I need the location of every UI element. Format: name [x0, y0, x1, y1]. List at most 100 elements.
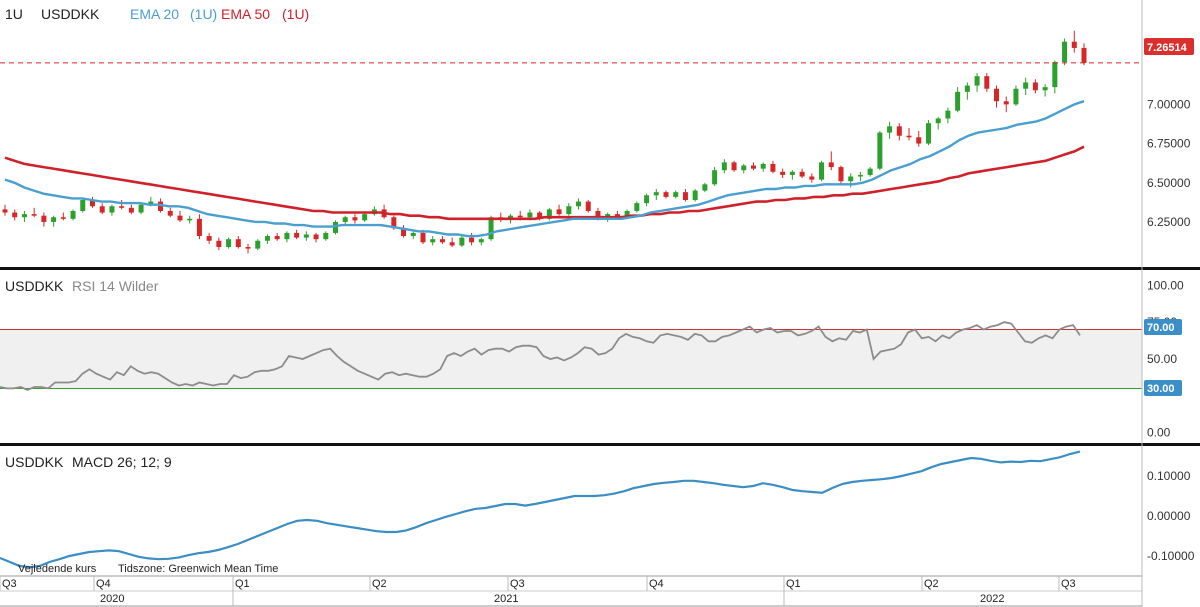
- candle-body[interactable]: [187, 218, 193, 221]
- candle-body[interactable]: [537, 212, 543, 219]
- ema20-legend[interactable]: EMA 20: [130, 6, 179, 22]
- candle-body[interactable]: [527, 212, 533, 218]
- candle-body[interactable]: [410, 232, 416, 237]
- candle-body[interactable]: [760, 163, 766, 169]
- candle-body[interactable]: [391, 217, 397, 229]
- time-axis[interactable]: Q3 Q4 Q1 Q2 Q3 Q4 Q1 Q2 Q3 2020 2021 2022: [0, 0, 1143, 607]
- candle-body[interactable]: [955, 91, 961, 111]
- candle-body[interactable]: [867, 168, 873, 175]
- macd-indicator-label[interactable]: MACD 26; 12; 9: [72, 454, 172, 470]
- candle-body[interactable]: [109, 206, 115, 213]
- candle-body[interactable]: [313, 234, 319, 240]
- candle-body[interactable]: [167, 210, 173, 216]
- candle-body[interactable]: [449, 242, 455, 246]
- candle-body[interactable]: [945, 110, 951, 119]
- candle-body[interactable]: [21, 214, 27, 218]
- candle-body[interactable]: [857, 174, 863, 177]
- candle-body[interactable]: [750, 165, 756, 169]
- candle-body[interactable]: [576, 201, 582, 207]
- candle-body[interactable]: [780, 171, 786, 175]
- candle-body[interactable]: [994, 88, 1000, 102]
- candle-body[interactable]: [177, 215, 183, 221]
- candle-body[interactable]: [964, 85, 970, 92]
- candle-body[interactable]: [303, 234, 309, 238]
- candle-body[interactable]: [333, 221, 339, 233]
- candle-body[interactable]: [89, 200, 95, 207]
- ema50-legend[interactable]: EMA 50: [221, 6, 270, 22]
- candle-body[interactable]: [663, 192, 669, 197]
- candle-body[interactable]: [770, 163, 776, 172]
- candle-body[interactable]: [887, 126, 893, 133]
- candle-body[interactable]: [70, 210, 76, 219]
- candle-body[interactable]: [158, 201, 164, 211]
- candle-body[interactable]: [264, 236, 270, 241]
- candle-body[interactable]: [439, 239, 445, 243]
- candle-body[interactable]: [138, 204, 144, 213]
- candle-body[interactable]: [488, 217, 494, 240]
- candle-body[interactable]: [838, 167, 844, 182]
- candle-body[interactable]: [517, 215, 523, 218]
- candle-body[interactable]: [99, 206, 105, 213]
- candle-body[interactable]: [342, 217, 348, 222]
- candle-body[interactable]: [128, 207, 134, 213]
- candle-body[interactable]: [226, 239, 232, 248]
- candle-body[interactable]: [974, 76, 980, 86]
- candle-body[interactable]: [682, 192, 688, 200]
- candle-body[interactable]: [1081, 47, 1087, 63]
- candle-body[interactable]: [634, 203, 640, 211]
- candle-body[interactable]: [848, 176, 854, 182]
- candle-body[interactable]: [906, 135, 912, 138]
- candle-body[interactable]: [556, 209, 562, 215]
- candle-body[interactable]: [712, 170, 718, 185]
- candle-body[interactable]: [284, 232, 290, 240]
- candle-body[interactable]: [401, 228, 407, 237]
- candle-body[interactable]: [119, 206, 125, 208]
- candle-body[interactable]: [478, 239, 484, 243]
- candle-body[interactable]: [644, 195, 650, 204]
- candle-body[interactable]: [148, 201, 154, 205]
- candle-body[interactable]: [1003, 101, 1009, 105]
- candle-body[interactable]: [196, 218, 202, 237]
- candle-body[interactable]: [595, 210, 601, 219]
- candle-body[interactable]: [235, 239, 241, 248]
- candle-body[interactable]: [624, 210, 630, 218]
- candle-body[interactable]: [673, 192, 679, 197]
- candle-body[interactable]: [60, 217, 66, 219]
- candle-body[interactable]: [31, 214, 37, 216]
- candle-body[interactable]: [274, 236, 280, 240]
- price-panel[interactable]: 1U USDDKK EMA 20 (1U) EMA 50 (1U) 6.2500…: [0, 0, 1194, 268]
- candle-body[interactable]: [702, 184, 708, 191]
- candle-body[interactable]: [294, 232, 300, 238]
- candle-body[interactable]: [614, 214, 620, 218]
- candle-body[interactable]: [546, 209, 552, 219]
- candle-body[interactable]: [731, 162, 737, 171]
- candle-body[interactable]: [916, 137, 922, 144]
- candle-body[interactable]: [984, 76, 990, 89]
- candle-body[interactable]: [935, 118, 941, 124]
- candle-body[interactable]: [799, 171, 805, 177]
- candle-body[interactable]: [1062, 41, 1068, 63]
- candle-body[interactable]: [1013, 88, 1019, 105]
- candle-body[interactable]: [507, 215, 513, 219]
- candle-body[interactable]: [323, 232, 329, 240]
- candle-body[interactable]: [653, 192, 659, 196]
- candle-body[interactable]: [819, 162, 825, 180]
- candle-body[interactable]: [1023, 82, 1029, 89]
- candle-body[interactable]: [51, 217, 57, 222]
- candle-body[interactable]: [12, 212, 18, 218]
- candle-body[interactable]: [1042, 87, 1048, 91]
- candle-body[interactable]: [925, 123, 931, 144]
- candle-body[interactable]: [692, 190, 698, 200]
- candle-body[interactable]: [469, 237, 475, 243]
- candle-body[interactable]: [352, 217, 358, 221]
- candle-body[interactable]: [459, 237, 465, 246]
- candle-body[interactable]: [877, 132, 883, 169]
- candle-body[interactable]: [1032, 82, 1038, 91]
- candle-body[interactable]: [41, 215, 47, 222]
- candle-body[interactable]: [362, 214, 368, 221]
- candle-body[interactable]: [828, 162, 834, 168]
- candle-body[interactable]: [741, 165, 747, 171]
- panel-divider[interactable]: [0, 267, 1200, 270]
- candle-body[interactable]: [216, 240, 222, 248]
- candle-body[interactable]: [255, 240, 261, 249]
